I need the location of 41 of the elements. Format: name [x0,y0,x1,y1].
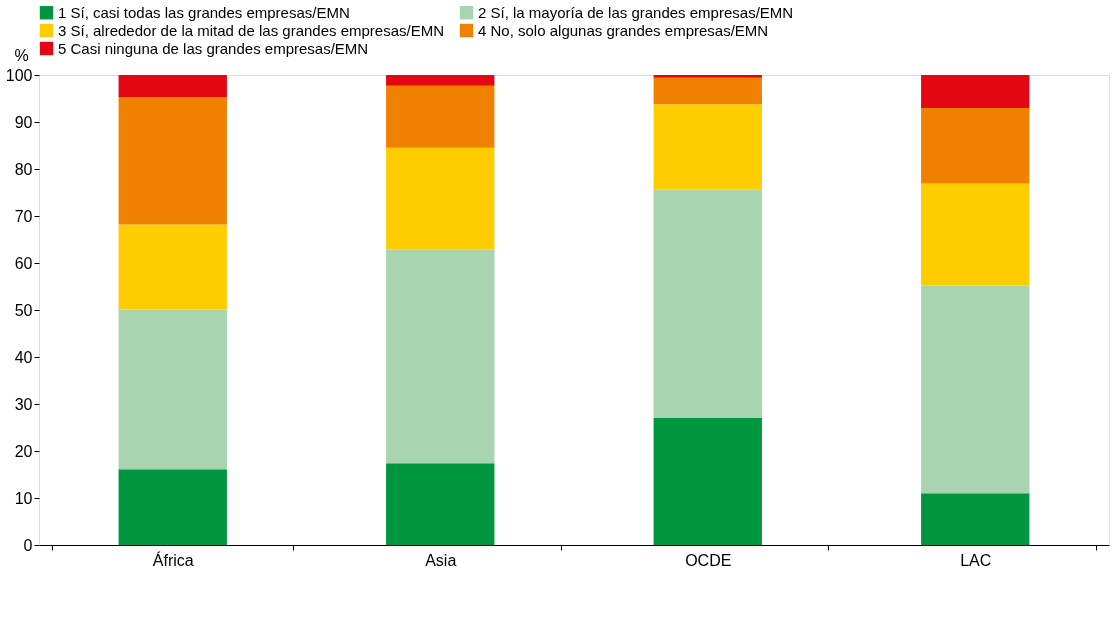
bar [653,189,762,419]
bar [386,463,495,545]
y-tick-label: 40 [14,348,33,366]
y-tick-label: 50 [14,301,33,319]
x-tick-label: África [152,550,194,569]
y-axis-title: % [14,46,29,64]
y-tick-label: 80 [14,160,33,178]
x-tick-label: OCDE [685,551,732,569]
y-tick-label: 70 [14,207,33,225]
legend-label: 2 Sí, la mayoría de las grandes empresas/EMN [478,3,794,21]
x-tick-label: LAC [960,551,992,569]
y-tick-label: 90 [14,113,33,131]
bar [118,309,227,470]
bar [386,147,495,250]
y-tick-label: 100 [5,66,33,84]
bar [653,418,762,545]
bar [118,97,227,225]
legend-label: 5 Casi ninguna de las grandes empresas/EMN [58,39,369,57]
x-tick-label: Asia [425,551,457,569]
bar [921,75,1030,108]
legend-label: 1 Sí, casi todas las grandes empresas/EMN [58,3,350,21]
legend-label: 3 Sí, alrededor de la mitad de las grandes empresas/EMN [58,21,445,39]
bar [921,183,1030,286]
bar [921,285,1030,494]
y-tick-label: 10 [14,489,33,507]
bar [118,469,227,545]
bar [921,493,1030,545]
bar [118,75,227,98]
bar [921,107,1030,184]
bar [386,75,495,86]
y-tick-label: 30 [14,395,33,413]
y-tick-label: 20 [14,442,33,460]
bar [653,75,762,78]
bar [653,77,762,105]
legend-label: 4 No, solo algunas grandes empresas/EMN [478,21,769,39]
bar [118,224,227,310]
y-tick-label: 0 [23,536,33,554]
y-tick-label: 60 [14,254,33,272]
bar [386,249,495,464]
bar [386,85,495,148]
bar [653,104,762,190]
